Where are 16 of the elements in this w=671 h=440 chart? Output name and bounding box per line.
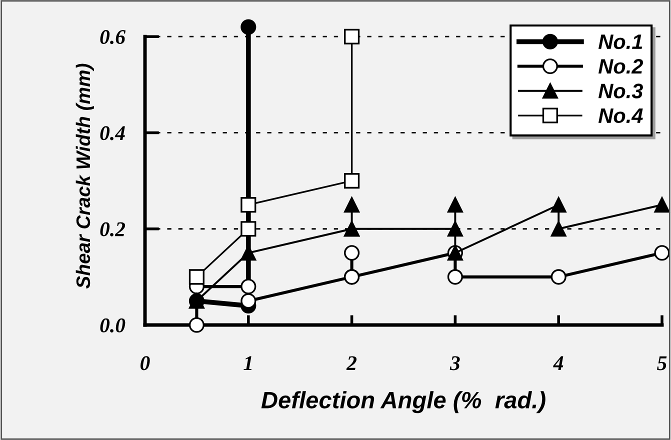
x-tick-label: 2 (346, 356, 357, 370)
legend-label: No.2 (598, 59, 644, 74)
y-tick-label: 0.2 (100, 222, 126, 236)
y-tick-label: 0.0 (100, 318, 126, 333)
y-tick-label: 0.6 (100, 30, 126, 44)
x-axis-title: Deflection Angle (% rad.) (261, 391, 546, 414)
legend-label: No.3 (598, 84, 644, 98)
legend-label: No.1 (598, 34, 642, 50)
x-tick-label: 0 (140, 356, 150, 370)
y-axis-title: Shear Crack Width (mm) (76, 64, 94, 289)
y-tick-label: 0.4 (100, 126, 125, 140)
x-tick-label: 3 (450, 356, 460, 370)
x-tick-label: 4 (553, 356, 564, 370)
x-tick-label: 5 (657, 356, 667, 370)
legend-label: No.4 (598, 108, 643, 124)
x-tick-label: 1 (244, 356, 252, 370)
